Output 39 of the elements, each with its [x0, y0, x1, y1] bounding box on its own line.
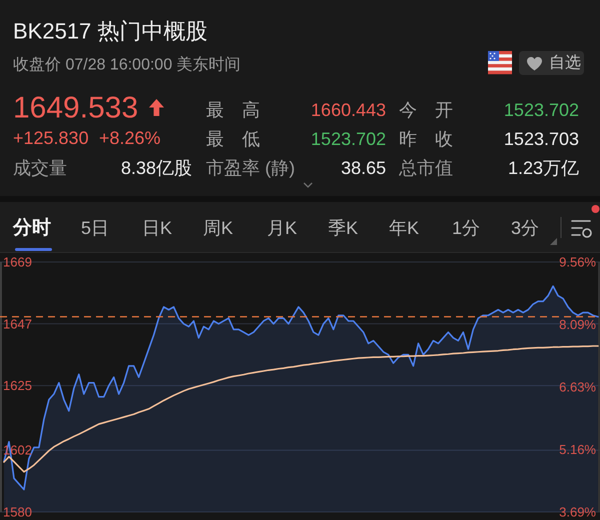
text: 1523.703 — [504, 129, 579, 149]
text: 1523.702 — [310, 129, 386, 149]
y-tick-label: 1647 — [3, 316, 32, 332]
text: 3分 — [511, 218, 540, 238]
text: 1660.443 — [310, 100, 386, 120]
text: 1.23万亿 — [508, 158, 579, 178]
y-tick-label: 1669 — [3, 254, 32, 270]
text: 年K — [389, 218, 420, 238]
text: 38.65 — [340, 158, 386, 178]
y2-tick-label: 5.16% — [559, 442, 596, 457]
text: +8.26% — [99, 128, 161, 148]
text: 自选 — [549, 54, 581, 72]
text: 1649.533 — [13, 92, 138, 124]
text: 最 低 — [206, 129, 260, 149]
chart-title: BK2517 热门中概股 — [13, 18, 208, 44]
text: 8.38亿股 — [120, 158, 192, 178]
y2-tick-label: 9.56% — [559, 254, 596, 270]
text: 市盈率 (静) — [206, 158, 295, 178]
chart-subtitle: 收盘价 07/28 16:00:00 美东时间 — [13, 56, 241, 74]
y-tick-label: 1625 — [3, 378, 32, 394]
y-tick-label: 1580 — [3, 504, 32, 520]
text: 成交量 — [13, 158, 67, 178]
text: 总市值 — [398, 158, 453, 178]
y2-tick-label: 6.63% — [559, 379, 596, 394]
text: 最 高 — [206, 100, 260, 120]
text: 日K — [142, 218, 172, 238]
text: 周K — [203, 218, 234, 238]
line-series — [3, 345, 599, 473]
text: 季K — [328, 218, 358, 238]
text: 分时 — [12, 216, 51, 238]
y2-tick-label: 8.09% — [559, 317, 596, 332]
text: 1523.702 — [504, 100, 579, 120]
text: +125.830 — [13, 128, 89, 148]
text: 今 开 — [399, 100, 453, 120]
text: 昨 收 — [399, 129, 453, 149]
text: 5日 — [81, 218, 110, 238]
text: 月K — [267, 218, 298, 238]
text: 1分 — [452, 218, 480, 238]
y2-tick-label: 3.69% — [559, 504, 596, 520]
